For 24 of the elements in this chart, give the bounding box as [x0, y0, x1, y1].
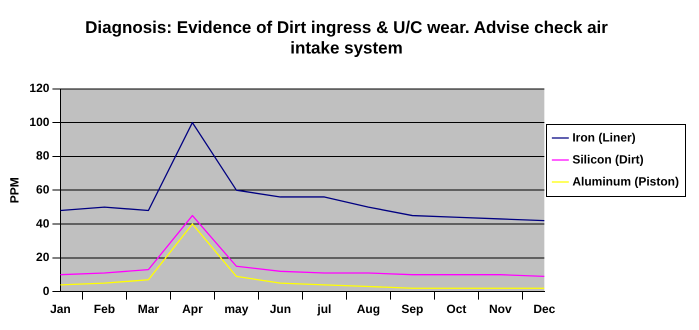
y-tick-label: 80 [36, 148, 50, 163]
y-tick-label: 0 [42, 284, 50, 298]
x-tick-label: Dec [533, 302, 556, 316]
chart-title: Diagnosis: Evidence of Dirt ingress & U/C wear. Advise check air intake system [85, 18, 608, 58]
x-tick-label: Sep [401, 302, 424, 316]
y-tick-label: 40 [36, 216, 50, 230]
x-tick-label: may [224, 302, 249, 316]
y-tick-label: 120 [29, 81, 50, 96]
legend-label: Aluminum (Piston) [572, 174, 680, 188]
x-tick-label: Jun [270, 302, 292, 316]
x-tick-label: Mar [138, 302, 160, 316]
y-tick-label: 20 [36, 250, 50, 264]
y-axis-title: PPM [8, 177, 22, 204]
x-tick-label: jul [316, 302, 332, 316]
x-tick-label: Oct [446, 302, 466, 316]
legend-label: Silicon (Dirt) [572, 152, 644, 166]
x-tick-label: Jan [50, 302, 71, 316]
y-tick-label: 60 [36, 182, 50, 197]
legend-label: Iron (Liner) [572, 130, 636, 144]
y-tick-label: 100 [29, 114, 50, 129]
x-tick-label: Nov [489, 302, 512, 316]
x-tick-label: Apr [182, 302, 204, 316]
x-tick-label: Aug [356, 302, 380, 316]
x-tick-label: Feb [94, 302, 116, 316]
